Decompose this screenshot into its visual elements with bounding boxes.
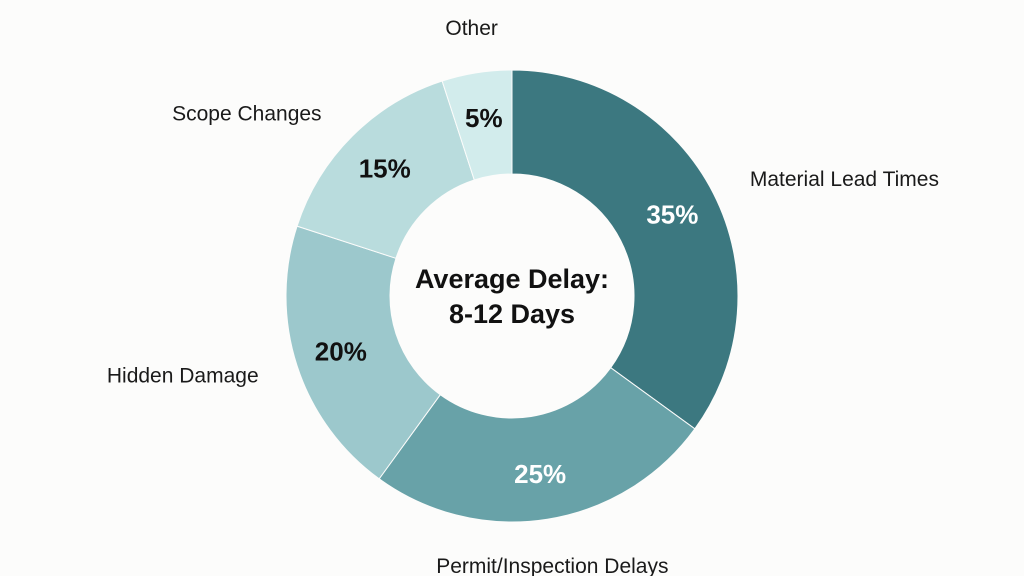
value-label-other: 5%: [465, 103, 503, 133]
value-labels: 35% 25% 20% 15% 5%: [315, 103, 699, 489]
category-label-scope-changes: Scope Changes: [172, 103, 321, 126]
category-label-hidden-damage: Hidden Damage: [107, 365, 259, 388]
slice-other: [441, 69, 513, 181]
value-label-permit-inspection-delays: 25%: [514, 459, 566, 489]
slice-material-lead-times: [511, 69, 739, 430]
value-label-scope-changes: 15%: [359, 154, 411, 184]
category-label-permit-inspection-delays: Permit/Inspection Delays: [436, 555, 668, 576]
value-label-material-lead-times: 35%: [646, 199, 698, 229]
donut-slices: [285, 69, 739, 523]
category-labels: Material Lead Times Permit/Inspection Del…: [107, 17, 939, 576]
slice-scope-changes: [296, 80, 475, 259]
center-title: Average Delay:: [415, 264, 609, 294]
slice-hidden-damage: [285, 225, 441, 480]
center-subtitle: 8-12 Days: [449, 299, 575, 329]
slice-permit-inspection-delays: [378, 367, 696, 523]
value-label-hidden-damage: 20%: [315, 337, 367, 367]
category-label-material-lead-times: Material Lead Times: [750, 168, 939, 191]
category-label-other: Other: [445, 17, 498, 40]
